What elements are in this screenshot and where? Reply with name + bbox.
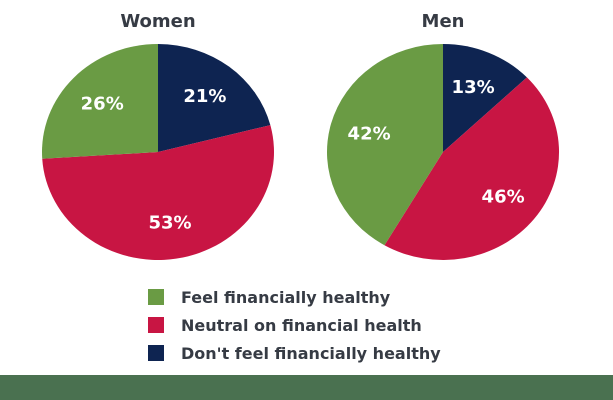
legend-label-neutral: Neutral on financial health <box>181 315 422 335</box>
pie-slice-label: 26% <box>81 94 124 115</box>
legend-item-neutral: Neutral on financial health <box>148 311 441 339</box>
pie-slice-label: 13% <box>452 77 495 98</box>
pie-slice <box>42 44 158 159</box>
pie-slice-label: 53% <box>148 213 191 234</box>
chart-title-women: Women <box>120 11 196 32</box>
pie-chart-men: Men 13% 46% 42% <box>325 10 561 262</box>
legend-swatch-red-icon <box>148 317 164 333</box>
legend-label-feel-healthy: Feel financially healthy <box>181 287 391 307</box>
pie-women: 21% 53% 26% <box>42 44 275 260</box>
pie-chart-women: Women 21% 53% 26% <box>40 10 276 262</box>
legend-swatch-navy-icon <box>148 345 164 361</box>
footer-bar <box>0 375 613 400</box>
pie-slice-label: 42% <box>348 124 391 145</box>
pie-slice <box>384 77 560 261</box>
legend: Feel financially healthy Neutral on fina… <box>148 283 441 367</box>
legend-item-dont-feel-healthy: Don't feel financially healthy <box>148 339 441 367</box>
pie-slice-label: 46% <box>482 187 525 208</box>
legend-swatch-green-icon <box>148 289 164 305</box>
pie-slice <box>443 44 527 152</box>
legend-item-feel-healthy: Feel financially healthy <box>148 283 441 311</box>
pie-slice <box>42 125 275 260</box>
legend-label-dont-feel-healthy: Don't feel financially healthy <box>181 343 441 363</box>
pie-slice <box>158 44 271 152</box>
pie-slice <box>326 44 443 246</box>
chart-title-men: Men <box>421 11 465 32</box>
pie-slice-label: 21% <box>183 86 226 107</box>
pie-men: 13% 46% 42% <box>326 44 560 261</box>
